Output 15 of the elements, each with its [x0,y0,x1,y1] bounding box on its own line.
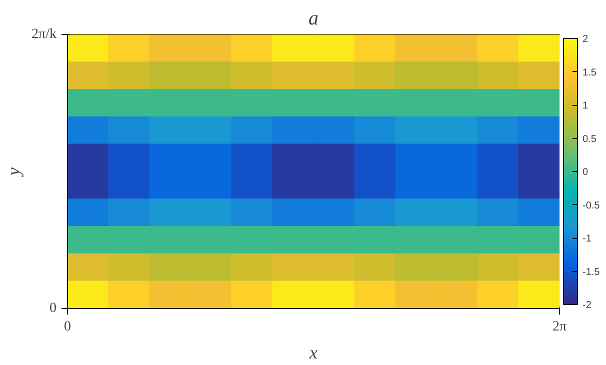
color-bar-label: 0 [582,167,588,178]
y-axis-title: y [4,167,24,178]
x-tick-label: 2π [552,320,567,334]
color-bar-label: -1.5 [582,266,600,278]
color-bar-label: 1 [582,100,588,112]
x-axis-title: x [308,342,318,362]
color-bar-label: -2 [582,300,592,311]
text: 2π/k [32,27,57,42]
color-bar-label: 2 [582,34,588,45]
text: 0 [50,301,56,316]
chart-title: a [308,8,318,30]
color-bar-label: 0.5 [582,134,597,145]
color-bar-label: -0.5 [582,200,600,212]
color-bar-label: 1.5 [582,67,597,78]
color-bar-label: -1 [582,234,592,244]
